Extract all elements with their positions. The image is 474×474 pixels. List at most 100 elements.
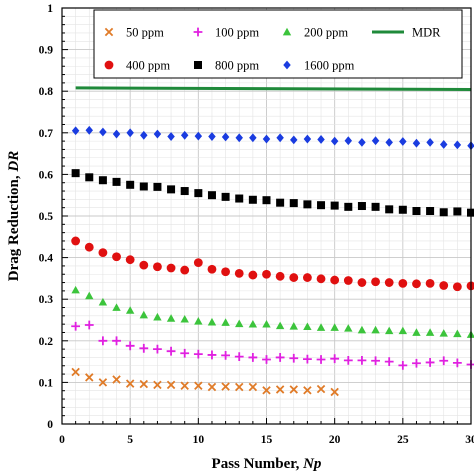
- point-1600-ppm: [344, 136, 353, 146]
- series-mdr: [75, 86, 472, 92]
- point-200-ppm: [166, 314, 176, 322]
- y-tick-label: 1: [47, 3, 53, 15]
- y-axis-title-text: Drag Reduction,: [6, 172, 22, 282]
- point-800-ppm: [262, 196, 271, 205]
- point-800-ppm: [303, 200, 312, 209]
- point-400-ppm: [71, 236, 81, 246]
- point-100-ppm: [303, 354, 312, 364]
- legend-item-800-ppm: 800 ppm: [194, 59, 259, 73]
- point-100-ppm: [221, 350, 230, 360]
- point-50-ppm: [153, 380, 162, 390]
- point-800-ppm: [194, 189, 203, 198]
- point-200-ppm: [371, 325, 380, 334]
- point-100-ppm: [84, 320, 94, 330]
- point-800-ppm: [289, 199, 298, 208]
- point-400-ppm: [303, 273, 312, 282]
- point-200-ppm: [412, 328, 421, 336]
- point-200-ppm: [221, 318, 230, 326]
- point-1600-ppm: [317, 135, 325, 144]
- point-50-ppm: [330, 387, 339, 397]
- point-400-ppm: [193, 258, 203, 267]
- y-tick-label: 0.5: [39, 211, 54, 223]
- series-800-ppm: [71, 169, 474, 217]
- legend-swatch-1600-ppm: [283, 60, 291, 70]
- point-200-ppm: [398, 326, 408, 335]
- point-400-ppm: [384, 278, 394, 287]
- point-100-ppm: [180, 348, 190, 358]
- point-1600-ppm: [71, 126, 80, 136]
- point-400-ppm: [398, 278, 408, 288]
- point-100-ppm: [316, 355, 326, 364]
- point-100-ppm: [384, 357, 394, 366]
- point-800-ppm: [139, 182, 148, 191]
- point-1600-ppm: [290, 135, 298, 145]
- point-100-ppm: [412, 358, 421, 368]
- point-400-ppm: [316, 274, 326, 284]
- point-50-ppm: [71, 367, 80, 377]
- point-100-ppm: [466, 360, 474, 369]
- point-800-ppm: [276, 198, 285, 207]
- point-100-ppm: [193, 349, 203, 359]
- x-tick-label: 20: [329, 434, 341, 446]
- point-400-ppm: [139, 260, 149, 270]
- series-1600-ppm: [71, 125, 474, 151]
- y-axis-title-symbol: DR: [6, 151, 22, 173]
- series-400-ppm: [71, 236, 474, 292]
- point-400-ppm: [466, 281, 474, 291]
- point-200-ppm: [194, 317, 203, 325]
- point-1600-ppm: [371, 136, 380, 146]
- point-800-ppm: [207, 191, 216, 200]
- legend-label-50-ppm: 50 ppm: [126, 26, 164, 40]
- point-800-ppm: [112, 177, 121, 186]
- point-200-ppm: [316, 323, 326, 331]
- point-800-ppm: [71, 169, 80, 178]
- point-100-ppm: [153, 344, 162, 354]
- point-100-ppm: [398, 360, 408, 370]
- point-800-ppm: [180, 187, 189, 196]
- point-800-ppm: [426, 207, 435, 216]
- point-100-ppm: [357, 355, 367, 365]
- y-tick-label: 0: [47, 419, 53, 431]
- point-100-ppm: [166, 346, 176, 356]
- point-200-ppm: [85, 291, 94, 300]
- point-800-ppm: [153, 182, 162, 191]
- point-50-ppm: [125, 379, 135, 388]
- point-100-ppm: [262, 355, 271, 364]
- point-400-ppm: [153, 262, 162, 272]
- point-400-ppm: [412, 279, 421, 289]
- point-200-ppm: [180, 314, 189, 323]
- point-100-ppm: [139, 343, 149, 353]
- legend-swatch-100-ppm: [193, 27, 203, 37]
- point-100-ppm: [275, 353, 285, 362]
- point-1600-ppm: [167, 132, 175, 141]
- point-100-ppm: [439, 356, 449, 366]
- point-400-ppm: [221, 267, 231, 277]
- legend-label-1600-ppm: 1600 ppm: [304, 59, 355, 73]
- point-100-ppm: [125, 341, 135, 351]
- point-200-ppm: [385, 326, 394, 335]
- point-400-ppm: [357, 278, 367, 287]
- point-200-ppm: [125, 306, 135, 314]
- legend-label-800-ppm: 800 ppm: [215, 59, 259, 73]
- point-1600-ppm: [262, 134, 271, 144]
- point-50-ppm: [221, 382, 230, 391]
- point-400-ppm: [275, 271, 285, 281]
- point-100-ppm: [98, 336, 108, 346]
- point-100-ppm: [343, 355, 353, 365]
- point-200-ppm: [153, 312, 162, 321]
- point-800-ppm: [248, 195, 257, 204]
- point-400-ppm: [262, 269, 271, 279]
- point-200-ppm: [425, 328, 435, 336]
- point-800-ppm: [453, 207, 462, 216]
- y-tick-label: 0.2: [39, 336, 54, 348]
- point-1600-ppm: [194, 131, 203, 141]
- legend-swatch-200-ppm: [282, 27, 292, 36]
- point-1600-ppm: [180, 130, 189, 140]
- point-1600-ppm: [112, 129, 121, 139]
- point-400-ppm: [207, 264, 217, 274]
- point-100-ppm: [234, 352, 244, 362]
- point-50-ppm: [180, 381, 189, 390]
- point-100-ppm: [207, 350, 217, 360]
- point-1600-ppm: [303, 134, 312, 144]
